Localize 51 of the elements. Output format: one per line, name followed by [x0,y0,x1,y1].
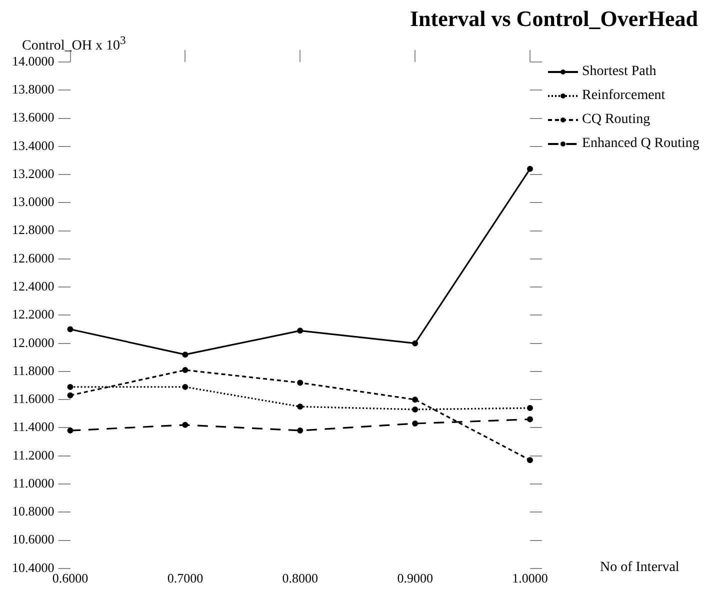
y-tick-label: 10.8000 [12,504,54,519]
x-tick-label: 1.0000 [512,570,548,586]
y-tick-label: 11.2000 [12,447,54,462]
point [182,384,188,390]
point [182,367,188,374]
point [412,340,418,346]
y-tick-label: 13.6000 [12,110,54,125]
y-tick-label: 12.0000 [12,334,54,350]
legend-label: CQ Routing [582,112,650,128]
point [412,396,418,403]
point [67,384,74,390]
point [297,328,304,334]
point [297,404,304,410]
legend-label: Enhanced Q Routing [582,136,700,152]
point [412,420,418,427]
x-tick-label: 0.6000 [52,570,88,586]
point [67,392,74,398]
y-tick-label: 10.4000 [12,560,54,575]
y-tick-label: 11.0000 [12,475,54,490]
y-tick-label: 12.4000 [12,278,54,294]
y-tick-label: 13.2000 [12,166,54,181]
point [182,352,188,358]
point [527,166,533,172]
y-tick-label: 14.0000 [12,53,54,68]
point [527,416,533,422]
x-axis-title: No of Interval [600,560,680,576]
point [412,406,418,412]
point [527,405,533,412]
y-tick-label: 13.0000 [12,194,54,210]
y-tick-label: 12.8000 [12,222,54,238]
x-tick-label: 0.8000 [282,570,318,586]
y-axis-title: Control_OH x 10$^{3}$ [22,34,126,55]
chart-title: Interval vs Control_OverHead [410,6,698,32]
point [67,428,74,434]
y-tick-label: 10.6000 [12,532,54,547]
y-tick-label: 11.6000 [12,391,54,406]
point [297,428,304,434]
point [297,380,304,386]
legend-label: Reinforcement [582,88,666,104]
x-tick-label: 0.7000 [167,570,204,586]
point [182,422,188,428]
y-tick-label: 12.6000 [12,250,54,266]
y-tick-label: 11.8000 [12,362,54,378]
y-tick-label: 12.2000 [12,306,54,322]
legend-label: Shortest Path [582,64,656,80]
y-tick-label: 11.4000 [12,419,54,434]
y-tick-label: 13.8000 [12,82,54,97]
y-tick-label: 13.4000 [12,138,54,153]
x-tick-label: 0.9000 [397,570,433,586]
point [527,457,533,464]
point [67,326,74,332]
